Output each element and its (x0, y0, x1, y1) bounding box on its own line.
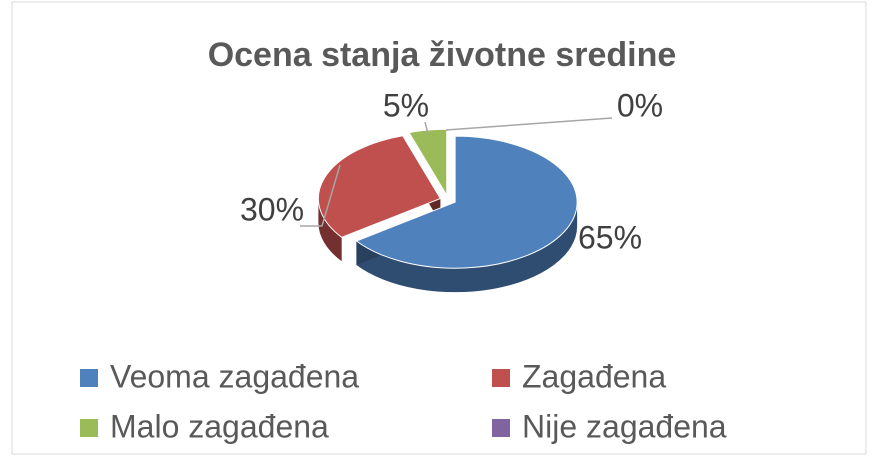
legend-swatch (80, 419, 98, 437)
legend-swatch (492, 419, 510, 437)
data-label: 0% (617, 87, 663, 123)
legend-label: Veoma zagađena (110, 358, 359, 394)
leader-line (300, 164, 341, 227)
chart-title: Ocena stanja životne sredine (208, 36, 677, 74)
legend-swatch (80, 369, 98, 387)
pie-slice-side (318, 198, 342, 262)
pie-slice-side (356, 202, 578, 293)
leader-line (445, 117, 613, 131)
legend-swatch (492, 369, 510, 387)
legend-label: Nije zagađena (522, 408, 727, 444)
legend-label: Malo zagađena (110, 408, 329, 444)
data-label: 30% (240, 191, 304, 227)
data-label: 5% (383, 87, 429, 123)
legend-label: Zagađena (522, 358, 666, 394)
pie-slice (355, 135, 578, 269)
leader-line (424, 121, 429, 135)
data-label: 65% (578, 219, 642, 255)
pie-slice (317, 135, 442, 238)
